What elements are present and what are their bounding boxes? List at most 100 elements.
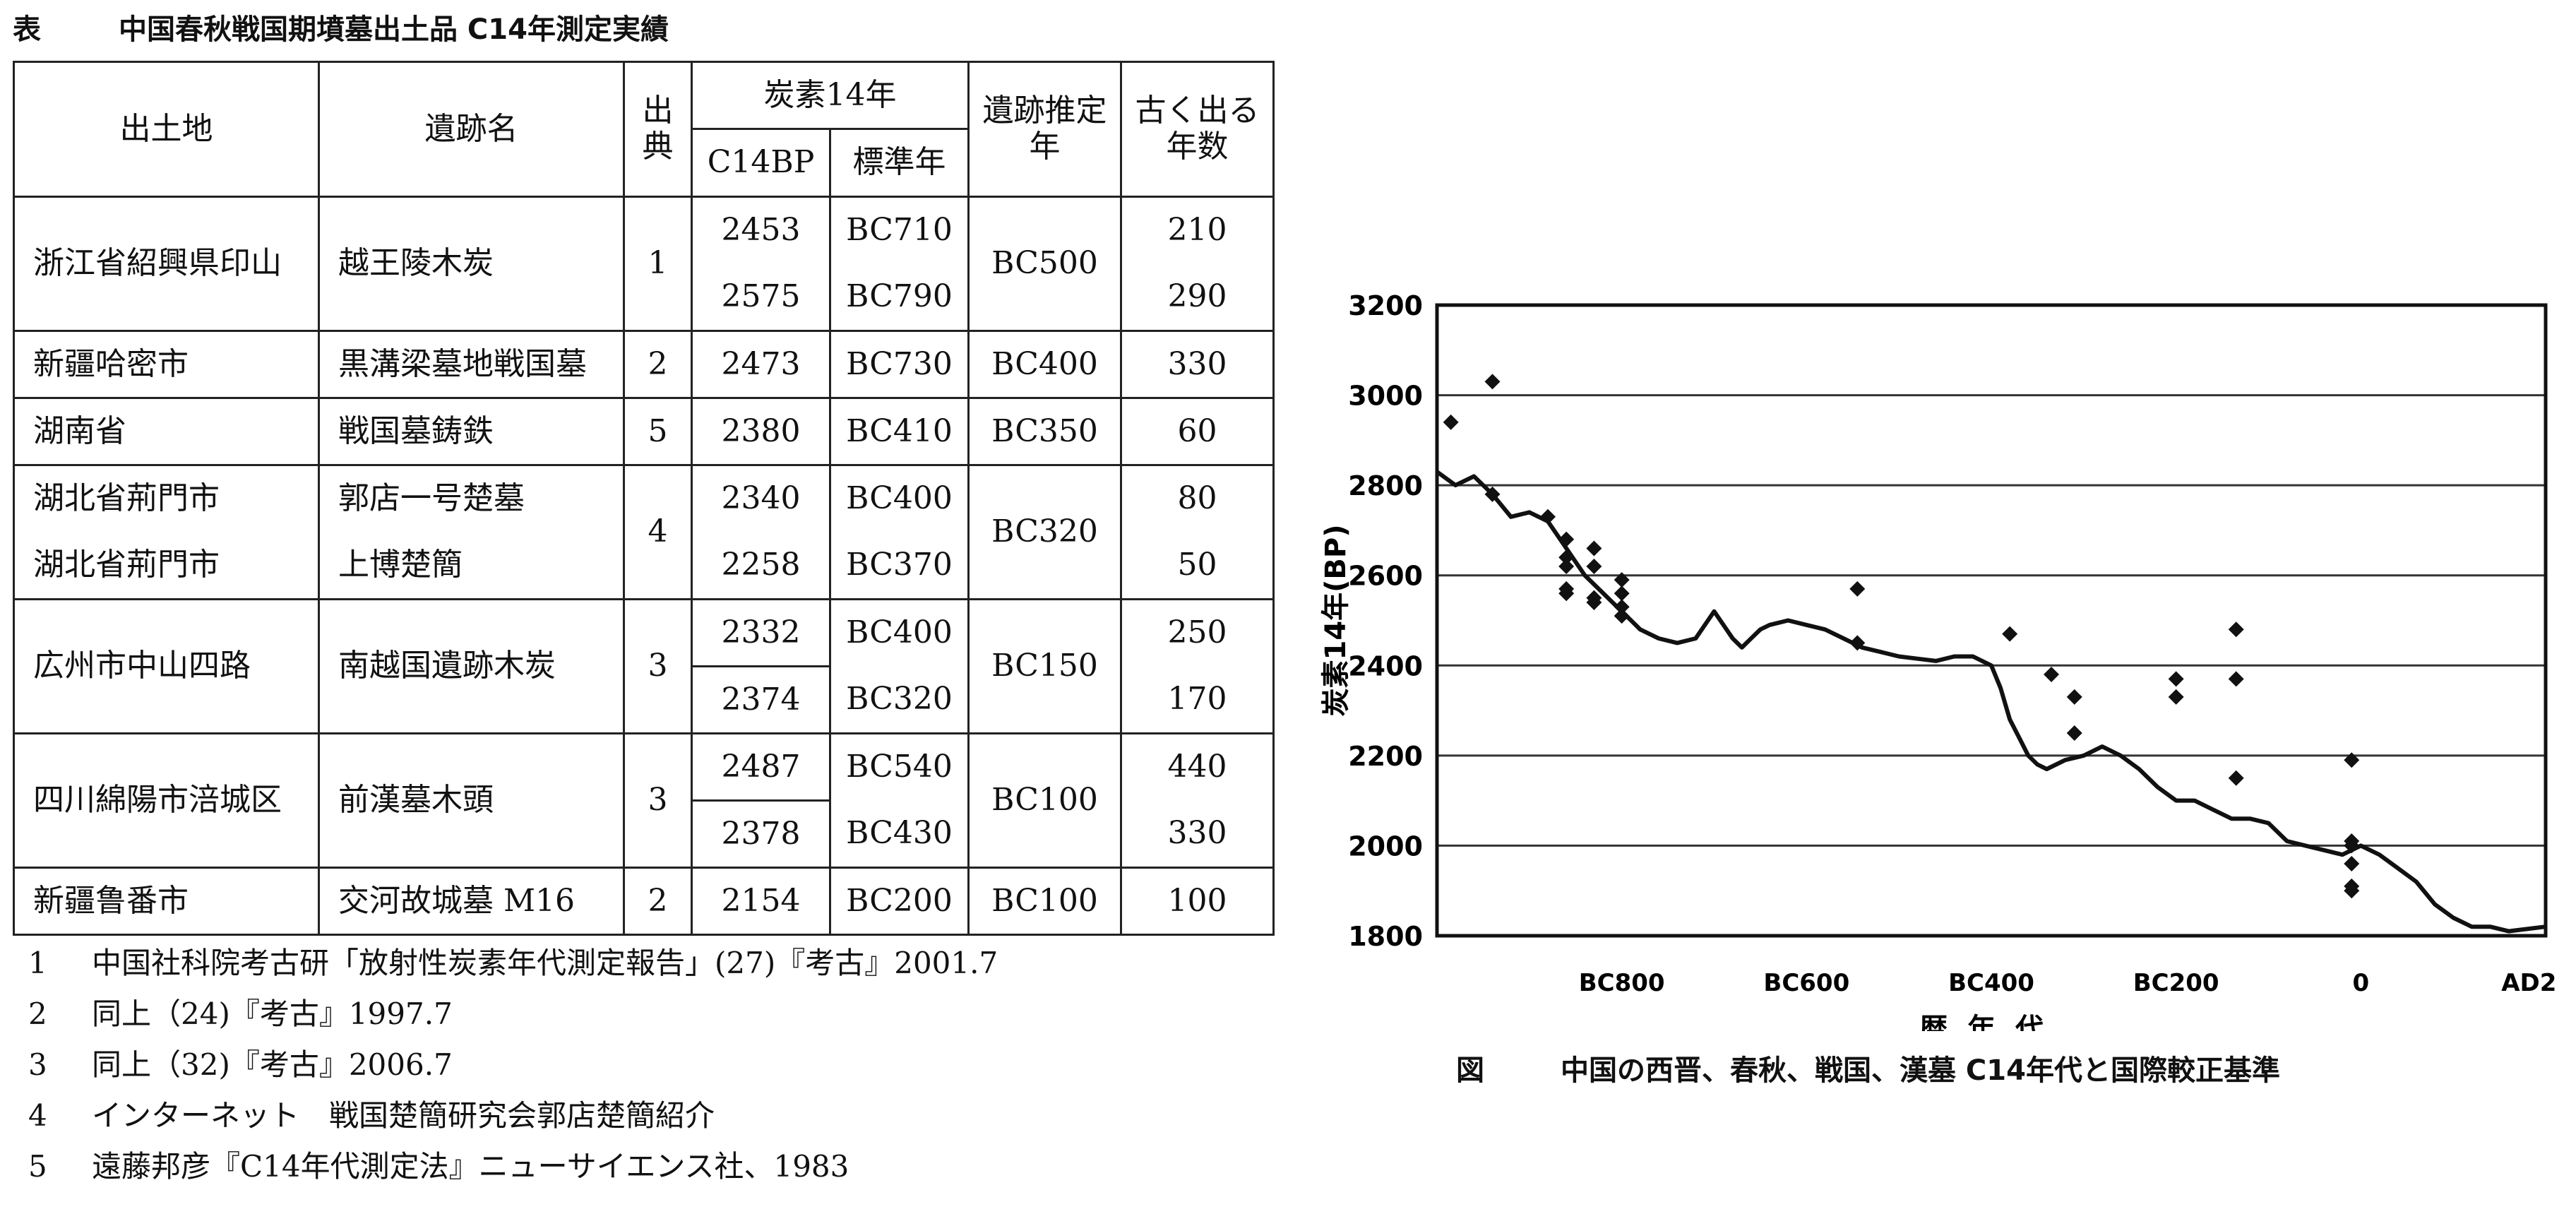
y-axis-label: 炭素14年(BP): [1320, 524, 1352, 716]
cell-older: 170: [1120, 666, 1275, 734]
x-tick-label: BC200: [2133, 969, 2219, 997]
cell-place: 新疆鲁番市: [13, 867, 320, 936]
header-source: 出典: [623, 61, 693, 198]
footnote: 1 中国社科院考古研「放射性炭素年代測定報告」(27)『考古』2001.7: [28, 946, 998, 980]
cell-standard: BC430: [829, 800, 970, 869]
cell-estimated: BC100: [967, 732, 1122, 869]
data-point: [1586, 540, 1602, 557]
cell-older: 210: [1120, 196, 1275, 264]
data-point: [2168, 671, 2184, 687]
cell-source: 5: [623, 397, 693, 466]
cell-c14bp: 2374: [691, 665, 831, 734]
data-point: [1558, 558, 1575, 574]
data-point: [1849, 581, 1866, 597]
y-axis-ticks: 1800 2000 2200 2400 2600 2800 3000 3200: [1348, 290, 1423, 952]
header-older: 古く出る年数: [1120, 61, 1275, 198]
y-tick-label: 2400: [1348, 650, 1423, 682]
cell-source: 3: [623, 598, 693, 734]
header-carbon14: 炭素14年: [691, 61, 970, 130]
table-row: 新疆鲁番市 交河故城墓 M16 2 2154 BC200 BC100 100: [13, 867, 1275, 936]
table-row: 2378 BC430 330: [14, 799, 1275, 869]
cell-estimated: BC500: [967, 196, 1122, 332]
cell-site: 上博楚簡: [318, 532, 625, 600]
y-tick-label: 3000: [1348, 381, 1423, 412]
cell-c14bp: 2380: [691, 397, 831, 466]
cell-estimated: BC400: [967, 330, 1122, 399]
cell-source: 3: [623, 732, 693, 869]
cell-site: 前漢墓木頭: [318, 732, 625, 869]
cell-standard: BC370: [829, 532, 970, 600]
header-estimated: 遺跡推定年: [967, 61, 1122, 198]
cell-source: 4: [623, 464, 693, 600]
table-row: 四川綿陽市涪城区 前漢墓木頭 3 2487 BC540 BC100 440: [13, 732, 1275, 869]
x-tick-label: 0: [2352, 969, 2369, 997]
cell-older: 440: [1120, 732, 1275, 801]
header-standard: 標準年: [829, 128, 970, 198]
header-place: 出土地: [13, 61, 320, 198]
data-point: [1586, 558, 1602, 574]
cell-place: 四川綿陽市涪城区: [13, 732, 320, 869]
footnote: 3 同上（32)『考古』2006.7: [28, 1047, 453, 1082]
cell-place: 湖南省: [13, 397, 320, 466]
cell-older: 330: [1120, 330, 1275, 399]
table-row: 湖北省荊門市 上博楚簡 2258 BC370 50: [13, 532, 1275, 600]
cell-place: 新疆哈密市: [13, 330, 320, 399]
y-tick-label: 1800: [1348, 921, 1423, 952]
cell-estimated: BC150: [967, 598, 1122, 734]
chart-grid: [1437, 394, 2546, 847]
cell-site: 郭店一号楚墓: [318, 464, 625, 532]
footnotes: 1 中国社科院考古研「放射性炭素年代測定報告」(27)『考古』2001.7 2 同上…: [28, 938, 998, 1192]
header-site: 遺跡名: [318, 61, 625, 198]
cell-site: 南越国遺跡木炭: [318, 598, 625, 734]
data-point: [2344, 752, 2360, 768]
data-point: [2228, 621, 2244, 638]
data-point: [2344, 883, 2360, 899]
footnote: 2 同上（24)『考古』1997.7: [28, 996, 453, 1031]
calibration-curve: [1436, 470, 2546, 934]
y-tick-label: 2200: [1348, 741, 1423, 772]
cell-c14bp: 2473: [691, 330, 831, 399]
data-point: [1484, 374, 1501, 390]
cell-older: 80: [1120, 464, 1275, 532]
cell-standard: BC710: [829, 196, 970, 264]
data-point: [2344, 838, 2360, 854]
data-point: [1558, 585, 1575, 602]
data-point: [2002, 626, 2018, 642]
data-point: [1540, 508, 1556, 525]
data-point: [1614, 585, 1630, 602]
cell-source: 2: [623, 867, 693, 936]
data-point: [2344, 855, 2360, 871]
table-heading: 表 中国春秋戦国期墳墓出土品 C14年測定実績: [13, 6, 669, 48]
cell-c14bp: 2340: [691, 464, 831, 532]
plot-frame: [1435, 303, 2548, 938]
cell-standard: BC400: [829, 464, 970, 532]
c14-table: 出土地 遺跡名 出典 炭素14年 遺跡推定年 古く出る年数 C14BP 標準年 …: [13, 61, 1275, 936]
cell-older: 60: [1120, 397, 1275, 466]
data-points: [1443, 374, 2360, 899]
data-point: [1558, 549, 1575, 566]
cell-estimated: BC100: [967, 867, 1122, 936]
cell-source: 2: [623, 330, 693, 399]
figure-caption-text: 中国の西晋、春秋、戦国、漢墓 C14年代と国際較正基準: [1561, 1054, 2280, 1087]
figure-caption: 図 中国の西晋、春秋、戦国、漢墓 C14年代と国際較正基準: [1456, 1040, 2280, 1096]
x-tick-label: BC400: [1948, 969, 2034, 997]
x-tick-label: BC800: [1579, 969, 1665, 997]
x-axis-label: 暦年代: [1919, 1013, 2063, 1031]
cell-site: 戦国墓鋳鉄: [318, 397, 625, 466]
y-tick-label: 2000: [1348, 831, 1423, 862]
y-tick-label: 2600: [1348, 561, 1423, 592]
x-tick-label: BC600: [1763, 969, 1849, 997]
data-point: [2066, 689, 2082, 705]
cell-standard: BC400: [829, 598, 970, 667]
cell-standard: BC200: [829, 867, 970, 936]
cell-estimated: BC350: [967, 397, 1122, 466]
data-point: [1614, 572, 1630, 588]
cell-standard: BC540: [829, 732, 970, 801]
table-row: 2575 BC790 290: [14, 263, 1275, 332]
data-point: [2044, 667, 2060, 683]
cell-c14bp: 2378: [691, 799, 831, 869]
cell-older: 250: [1120, 598, 1275, 667]
data-point: [2066, 725, 2082, 741]
cell-c14bp: 2154: [691, 867, 831, 936]
